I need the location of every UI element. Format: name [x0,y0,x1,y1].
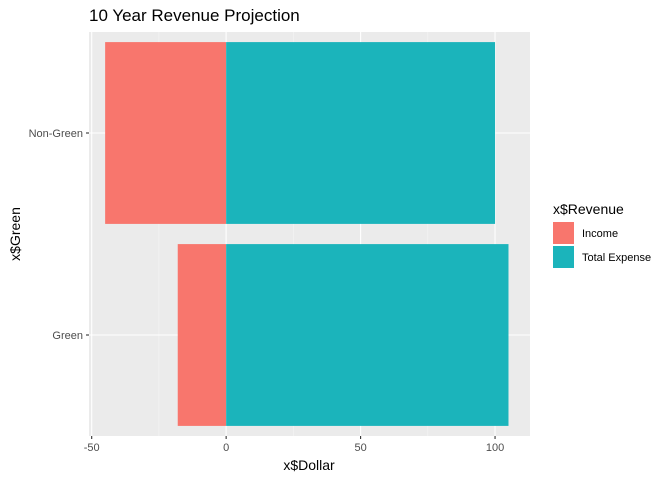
x-axis: -50 0 50 100 [84,436,504,454]
y-tick-label: Non-Green [29,128,83,140]
bar-income-non-green [105,42,227,224]
x-tick-label: -50 [84,442,100,454]
bars [105,42,509,426]
bar-income-green [177,244,227,426]
legend-key-income [553,222,574,244]
x-tick-label: 0 [223,442,229,454]
y-tick-label: Green [52,330,83,342]
legend-label: Income [582,228,618,240]
legend-label: Total Expense [582,252,651,264]
legend-key-total-expense [553,246,574,268]
x-tick-label: 100 [486,442,504,454]
legend: x$Revenue Income Total Expense [553,201,651,268]
x-tick-label: 50 [354,442,366,454]
bar-total-expense-green [226,244,509,426]
chart-title: 10 Year Revenue Projection [89,6,300,25]
bar-total-expense-non-green [226,42,496,224]
y-axis-title: x$Green [7,207,23,261]
y-axis: Green Non-Green [29,128,89,342]
legend-title: x$Revenue [553,201,624,217]
x-axis-title: x$Dollar [283,457,335,473]
